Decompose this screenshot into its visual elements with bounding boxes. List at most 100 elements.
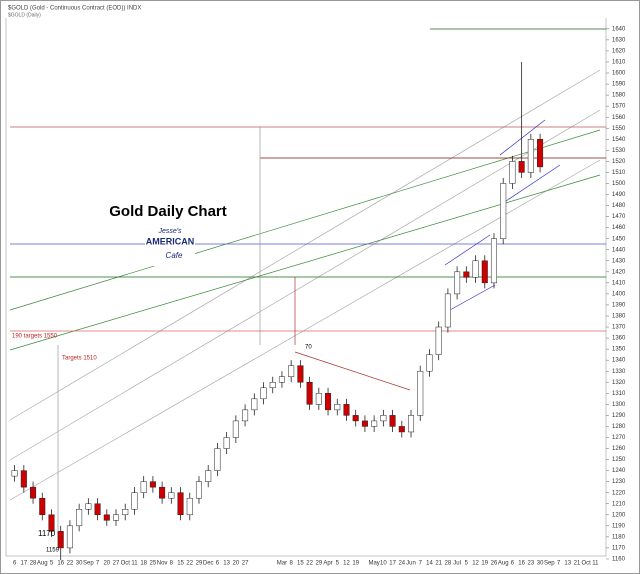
subheader: $GOLD (Daily)	[8, 12, 41, 18]
x-tick-label: 27	[113, 561, 120, 567]
x-tick-label: 16	[57, 561, 64, 567]
x-tick-label: 25	[150, 561, 157, 567]
x-tick-label: 6	[511, 561, 515, 567]
y-tick-label: 1490	[612, 192, 626, 198]
candle-body	[352, 415, 359, 422]
trendlines	[9, 28, 606, 540]
x-tick-label: 11	[592, 561, 599, 567]
y-tick-label: 1620	[612, 49, 626, 55]
y-tick-label: 1470	[612, 214, 626, 220]
candle-body	[186, 497, 193, 516]
x-tick-label: 8	[290, 561, 294, 567]
candle-body	[140, 481, 147, 493]
y-tick-label: 1260	[612, 446, 626, 452]
x-tick-label: 20	[103, 561, 110, 567]
x-tick-label: 20	[233, 561, 240, 567]
y-tick-label: 1230	[612, 479, 626, 485]
x-tick-label: Aug	[37, 561, 48, 567]
x-tick-label: Jun	[406, 561, 416, 567]
channel-line	[444, 234, 491, 266]
x-tick-label: 16	[518, 561, 525, 567]
candle-body	[39, 497, 46, 516]
x-tick-label: Sep	[83, 561, 94, 567]
y-tick-label: 1290	[612, 413, 626, 419]
x-tick-label: 19	[481, 561, 488, 567]
y-tick-label: 1300	[612, 402, 626, 408]
candle-body	[131, 492, 138, 510]
x-tick-label: 15	[177, 561, 184, 567]
y-tick-label: 1350	[612, 347, 626, 353]
y-tick-label: 1440	[612, 247, 626, 253]
x-tick-label: Nov	[157, 561, 168, 567]
candle-body	[380, 415, 387, 422]
logo-text: Jesse's	[157, 228, 182, 235]
trendline	[9, 69, 601, 421]
x-tick-label: 6	[13, 561, 17, 567]
x-tick-label: 30	[76, 561, 83, 567]
x-tick-label: Aug	[498, 561, 509, 567]
y-tick-label: 1330	[612, 369, 626, 375]
y-tick-label: 1320	[612, 380, 626, 386]
y-tick-label: 1170	[612, 545, 626, 551]
x-tick-label: 5	[465, 561, 469, 567]
y-tick-label: 1600	[612, 71, 626, 77]
candle-body	[232, 420, 239, 438]
candle-body	[48, 514, 55, 532]
candle-body	[223, 437, 230, 449]
x-tick-label: 21	[574, 561, 581, 567]
candle-body	[518, 161, 525, 173]
x-tick-label: 28	[30, 561, 37, 567]
candle-body	[20, 470, 27, 488]
annotation: Targets 1510	[62, 356, 97, 362]
y-tick-label: 1430	[612, 258, 626, 264]
y-tick-label: 1520	[612, 159, 626, 165]
x-tick-label: 7	[96, 561, 100, 567]
x-tick-label: 18	[140, 561, 147, 567]
y-tick-label: 1450	[612, 236, 626, 242]
x-tick-label: 22	[67, 561, 74, 567]
y-tick-label: 1380	[612, 314, 626, 320]
y-tick-label: 1240	[612, 468, 626, 474]
x-tick-label: 22	[306, 561, 313, 567]
y-tick-label: 1500	[612, 181, 626, 187]
x-tick-label: 15	[297, 561, 304, 567]
channel-line	[499, 119, 546, 156]
header: $GOLD (Gold - Continuous Contract (EOD))…	[8, 6, 141, 12]
candle-body	[278, 376, 285, 383]
y-tick-label: 1640	[612, 26, 626, 32]
candle-body	[177, 492, 184, 516]
candle-body	[76, 509, 83, 527]
y-tick-label: 1160	[612, 557, 626, 563]
x-tick-label: 26	[491, 561, 498, 567]
candle-body	[389, 415, 396, 427]
y-tick-label: 1340	[612, 358, 626, 364]
candle-body	[454, 271, 461, 295]
candle-body	[361, 420, 368, 427]
y-tick-label: 1540	[612, 137, 626, 143]
candle-body	[149, 481, 156, 488]
candle-body	[343, 404, 350, 416]
candle-body	[85, 503, 92, 510]
x-tick-label: 23	[528, 561, 535, 567]
chart-title: Gold Daily Chart	[109, 203, 227, 220]
x-tick-label: 19	[352, 561, 359, 567]
candle-body	[325, 393, 332, 411]
x-tick-label: 12	[343, 561, 350, 567]
candle-body	[159, 486, 166, 499]
logo-text: AMERICAN	[146, 236, 195, 246]
logo-text: Cafe	[166, 251, 183, 260]
x-tick-label: 22	[186, 561, 193, 567]
annotation: 70	[305, 345, 312, 351]
candle-body	[66, 525, 73, 549]
candle-body	[537, 139, 544, 168]
y-tick-label: 1190	[612, 523, 626, 529]
y-tick-label: 1570	[612, 104, 626, 110]
candle-body	[444, 293, 451, 328]
y-tick-label: 1400	[612, 291, 626, 297]
candle-body	[57, 531, 64, 549]
x-tick-label: 17	[389, 561, 396, 567]
candle-body	[30, 486, 37, 499]
y-tick-label: 1420	[612, 269, 626, 275]
y-tick-label: 1590	[612, 82, 626, 88]
x-tick-label: 29	[196, 561, 203, 567]
